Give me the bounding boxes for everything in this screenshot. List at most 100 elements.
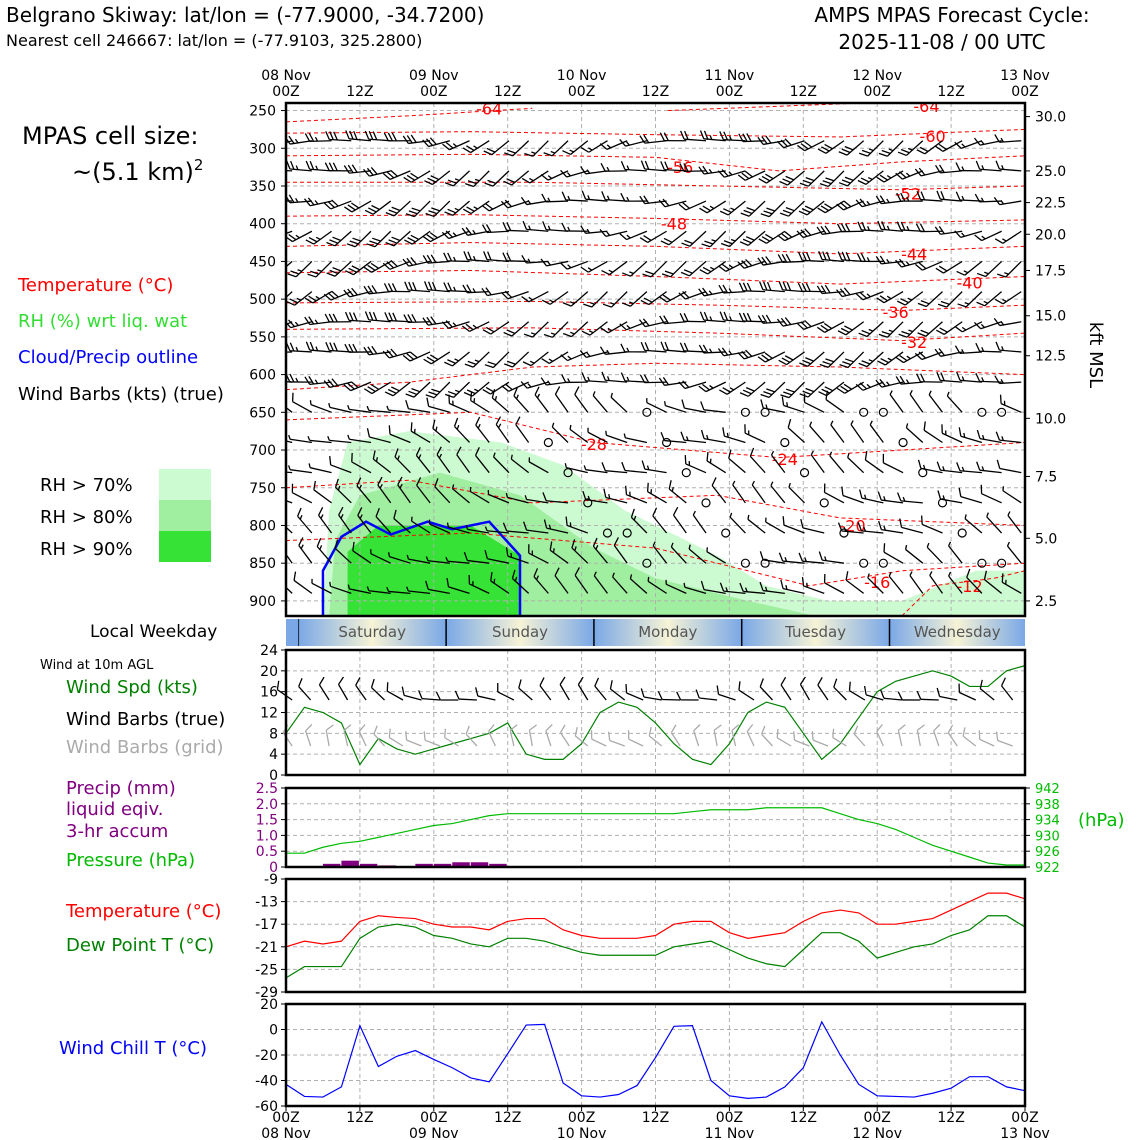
wind-barb — [426, 397, 450, 413]
wind-barb — [917, 291, 943, 308]
wind-barb — [534, 386, 549, 413]
bottom-axis-hour-label: 00Z — [716, 1110, 743, 1126]
wind-barb — [757, 314, 785, 324]
wind-barb — [425, 200, 451, 218]
wind-barb — [286, 260, 293, 277]
wind-barb — [994, 291, 1022, 305]
surface-grid-barb — [574, 727, 589, 747]
wind-barb — [899, 518, 923, 534]
precip-bar — [322, 863, 341, 867]
wind-barb — [484, 351, 510, 369]
wind-barb — [623, 433, 648, 444]
wind-barb — [612, 572, 628, 594]
calm-marker — [799, 468, 810, 478]
wind-barb — [329, 581, 352, 594]
wind-barb — [298, 537, 313, 564]
cloud-outline — [321, 520, 522, 616]
legend-rh80-label: RH > 80% — [40, 507, 133, 528]
wind-barb — [543, 321, 569, 338]
wind-barb — [760, 399, 785, 413]
surface-grid-barb — [793, 731, 810, 747]
surface-wind-barb — [799, 676, 811, 701]
wind-barb — [819, 351, 845, 368]
temperature-contour — [286, 181, 1025, 191]
wind-barb — [364, 200, 392, 215]
wind-barb — [878, 321, 904, 338]
cell-size-value: ~(5.1 km)2 — [72, 156, 203, 186]
surface-wind-barb — [848, 681, 866, 701]
xs-y-tick-label: 450 — [249, 254, 276, 270]
legend-precip-3: 3-hr accum — [66, 821, 168, 842]
wind-barb — [286, 169, 293, 172]
wind-barb — [323, 378, 352, 389]
wind-barb — [515, 416, 530, 443]
wind-barb — [574, 567, 589, 594]
wind-barb — [313, 480, 332, 504]
wind-barb — [345, 260, 372, 276]
panel-y-tick-label: 0 — [269, 768, 278, 784]
wind-barb — [700, 401, 726, 413]
wind-barb — [816, 284, 845, 295]
wind-barb — [343, 164, 372, 174]
surface-wind-barb — [559, 676, 570, 701]
wind-barb — [699, 200, 727, 214]
wind-barb — [946, 391, 963, 413]
wind-barb — [640, 160, 667, 172]
wind-barb — [505, 492, 529, 504]
surface-grid-barb — [761, 725, 773, 747]
surface-wind-barb — [817, 676, 829, 701]
wind-barb — [717, 169, 746, 178]
surface-grid-barb — [304, 724, 313, 747]
surface-grid-barb — [608, 731, 625, 747]
surface-grid-barb — [545, 724, 553, 747]
wind-barb — [293, 571, 313, 594]
xs-y-tick-label: 750 — [249, 481, 276, 497]
wind-barb — [757, 351, 786, 363]
wind-barb — [956, 260, 983, 276]
wind-barb — [468, 574, 490, 594]
wind-barb — [484, 170, 510, 187]
wind-barb — [305, 160, 332, 172]
wind-barb — [372, 450, 392, 474]
wind-barb — [363, 381, 392, 395]
xs-kft-tick-label: 12.5 — [1035, 349, 1066, 365]
surface-grid-barb — [648, 727, 663, 747]
wind-barb — [964, 514, 983, 534]
calm-marker — [721, 528, 731, 538]
wind-barb — [601, 260, 628, 276]
wind-barb — [602, 291, 628, 308]
surface-wind-barb — [716, 685, 736, 701]
calm-marker — [740, 558, 751, 568]
wind-barb — [406, 586, 431, 595]
wind-barb — [345, 130, 372, 142]
wind-barb — [363, 345, 391, 356]
wind-barb — [914, 351, 943, 361]
wind-barb — [444, 170, 470, 187]
wind-barb — [405, 381, 431, 398]
wind-barb — [581, 321, 608, 336]
surface-grid-barb — [811, 731, 829, 747]
panel-y-tick-label: -13 — [255, 895, 278, 911]
wind-barb — [621, 291, 648, 307]
wind-barb — [554, 567, 569, 594]
forecast-cycle-date: 2025-11-08 / 00 UTC — [838, 30, 1045, 54]
wind-barb — [770, 450, 786, 474]
wind-barb — [363, 166, 391, 177]
wind-barb — [937, 490, 963, 504]
wind-barb — [678, 200, 707, 211]
wind-barb — [958, 487, 983, 504]
top-axis-hour-label: 12Z — [494, 84, 521, 100]
legend-wind-barbs-true: Wind Barbs (true) — [66, 709, 225, 730]
wind-barb — [941, 424, 963, 444]
panel-y-tick-label: -40 — [255, 1074, 278, 1090]
wind-barb — [422, 137, 450, 148]
wind-barb — [639, 230, 667, 244]
wind-barb — [554, 386, 569, 413]
wind-barb — [864, 451, 884, 474]
xs-kft-tick-label: 15.0 — [1035, 309, 1066, 325]
calm-marker — [622, 528, 632, 538]
wind-barb — [621, 461, 647, 474]
forecast-cycle-label: AMPS MPAS Forecast Cycle: — [814, 3, 1089, 27]
wind-barb — [620, 161, 647, 172]
